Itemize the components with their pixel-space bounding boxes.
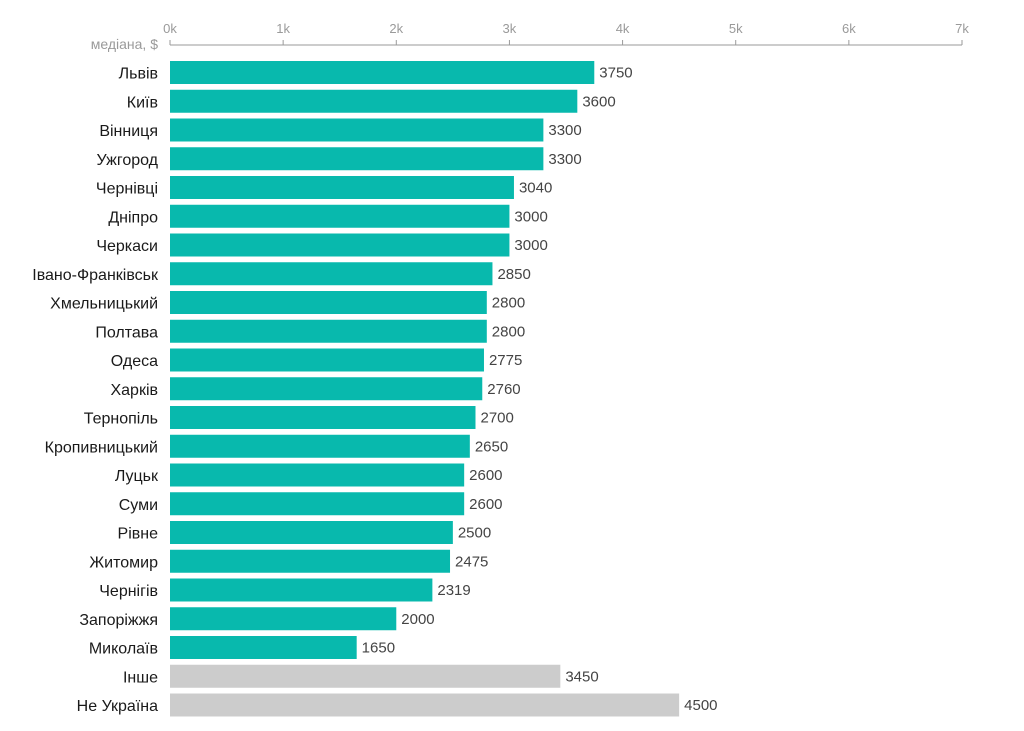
category-label: Ужгород [97, 152, 159, 169]
bar [170, 549, 451, 573]
axis-title: медіана, $ [91, 36, 158, 52]
x-tick-label: 2k [389, 21, 403, 36]
x-tick-label: 5k [729, 21, 743, 36]
bar [170, 434, 470, 458]
category-label: Полтава [95, 324, 158, 341]
category-label: Тернопіль [84, 411, 158, 428]
category-label: Хмельницький [50, 296, 158, 313]
bar [170, 607, 397, 631]
category-label: Житомир [89, 554, 158, 571]
x-tick-label: 0k [163, 21, 177, 36]
value-label: 3600 [582, 93, 615, 110]
category-label: Кропивницький [45, 439, 158, 456]
category-label: Київ [127, 94, 158, 111]
bar [170, 693, 680, 717]
x-axis: 0k 1k 2k 3k 4k 5k 6k 7k [163, 21, 969, 46]
bar [170, 664, 561, 688]
bar [170, 319, 487, 343]
category-label: Не Україна [77, 698, 158, 715]
category-label: Одеса [111, 353, 158, 370]
bar [170, 176, 514, 199]
x-tick-label: 6k [842, 21, 856, 36]
value-label: 3750 [599, 65, 632, 82]
value-label: 2760 [487, 381, 520, 398]
value-label: 2800 [492, 295, 525, 312]
category-label: Інше [123, 669, 158, 686]
value-label: 3300 [548, 151, 581, 168]
bar [170, 406, 476, 429]
value-label: 2700 [480, 410, 513, 427]
value-label: 2775 [489, 352, 522, 369]
value-label: 4500 [684, 697, 717, 714]
bar [170, 521, 453, 544]
category-label: Харків [110, 382, 158, 399]
category-label: Дніпро [108, 209, 158, 226]
category-label: Запоріжжя [79, 612, 158, 629]
x-tick-label: 4k [616, 21, 630, 36]
category-label: Миколаїв [89, 641, 158, 658]
bar [170, 291, 487, 314]
value-label: 2600 [469, 496, 502, 513]
value-label: 3000 [514, 208, 547, 225]
value-label: 2000 [401, 611, 434, 628]
value-label: 2650 [475, 438, 508, 455]
value-label: 3300 [548, 122, 581, 139]
category-label: Чернігів [99, 583, 158, 600]
value-label: 2800 [492, 323, 525, 340]
bars: Львів 3750 Київ 3600 Вінниця 3300 Ужгород 3300 Ч… [32, 61, 718, 717]
category-label: Львів [119, 66, 158, 83]
value-label: 2500 [458, 525, 491, 542]
bar [170, 204, 510, 228]
value-label: 2475 [455, 553, 488, 570]
x-tick-label: 1k [276, 21, 290, 36]
value-label: 2600 [469, 467, 502, 484]
category-label: Івано-Франківськ [32, 267, 159, 284]
bar [170, 118, 544, 142]
bar [170, 262, 493, 286]
bar [170, 233, 510, 257]
category-label: Черкаси [96, 238, 158, 255]
category-label: Чернівці [96, 181, 158, 198]
category-label: Луцьк [115, 468, 159, 485]
bar [170, 578, 433, 602]
bar [170, 61, 595, 84]
x-tick-label: 3k [503, 21, 517, 36]
x-tick-label: 7k [955, 21, 969, 36]
bar [170, 348, 484, 372]
bar [170, 492, 465, 516]
value-label: 1650 [362, 640, 395, 657]
category-label: Суми [119, 497, 158, 514]
bar [170, 636, 357, 659]
bar [170, 89, 578, 113]
value-label: 2319 [437, 582, 470, 599]
value-label: 2850 [497, 266, 530, 283]
bar [170, 147, 544, 171]
bar [170, 463, 465, 487]
category-label: Рівне [118, 526, 159, 543]
bar [170, 377, 483, 401]
value-label: 3450 [565, 668, 598, 685]
value-label: 3040 [519, 180, 552, 197]
value-label: 3000 [514, 237, 547, 254]
category-label: Вінниця [99, 123, 158, 140]
